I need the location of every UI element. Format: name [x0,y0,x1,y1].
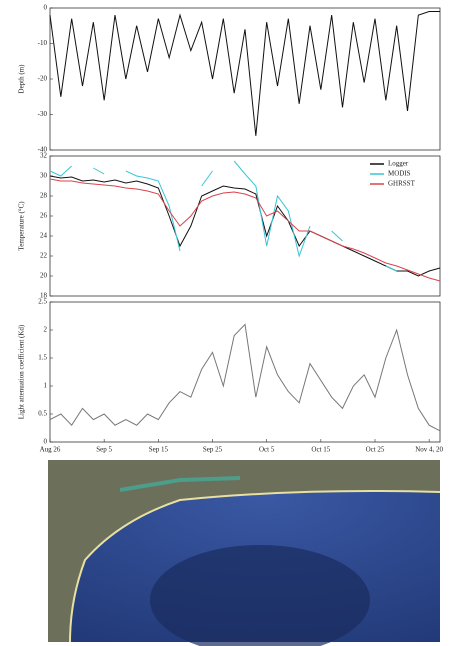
y-axis-label: Temperature (°C) [18,201,26,251]
y-tick-label: 0 [44,4,48,12]
x-tick-label: Sep 15 [149,446,169,454]
x-tick-label: Aug 26 [40,446,61,454]
y-tick-label: 1.5 [38,354,47,362]
y-tick-label: 0 [44,438,48,446]
x-tick-label: Sep 25 [203,446,223,454]
plot-frame [49,155,441,297]
series-line [49,323,441,432]
series-line [49,175,441,277]
coast [69,490,441,643]
x-tick-label: Oct 25 [366,446,385,454]
y-tick-label: 2.5 [38,298,47,306]
y-tick-label: 32 [40,152,48,160]
series-line [50,161,418,276]
legend-label: MODIS [388,170,411,178]
deep-water [150,545,370,646]
y-tick-label: 1 [44,382,48,390]
y-tick-label: 20 [40,272,48,280]
y-tick-label: 30 [40,172,48,180]
shoreline-zone [119,476,241,492]
series-line [49,178,441,282]
y-tick-label: 2 [44,326,48,334]
legend-label: GHRSST [388,180,416,188]
y-tick-label: -30 [38,110,48,118]
legend-label: Logger [388,160,409,168]
y-tick-label: -20 [38,75,48,83]
y-tick-label: 26 [40,212,48,220]
satellite-map [48,460,441,646]
y-tick-label: 0.5 [38,410,47,418]
y-tick-label: 18 [40,292,48,300]
y-tick-label: -40 [38,146,48,154]
x-tick-label: Oct 5 [259,446,275,454]
x-tick-label: Nov 4, 20 [415,446,443,454]
y-tick-label: 22 [40,252,48,260]
land [48,460,440,642]
x-tick-label: Oct 15 [311,446,330,454]
plot-frame [49,301,441,443]
series-line [49,11,440,136]
x-tick-label: Sep 5 [96,446,112,454]
y-axis-label: Depth (m) [18,64,26,94]
y-tick-label: 28 [40,192,48,200]
y-axis-label: Light attenuation coefficient (Kd) [18,324,26,419]
y-tick-label: -10 [38,39,48,47]
y-tick-label: 24 [40,232,48,240]
